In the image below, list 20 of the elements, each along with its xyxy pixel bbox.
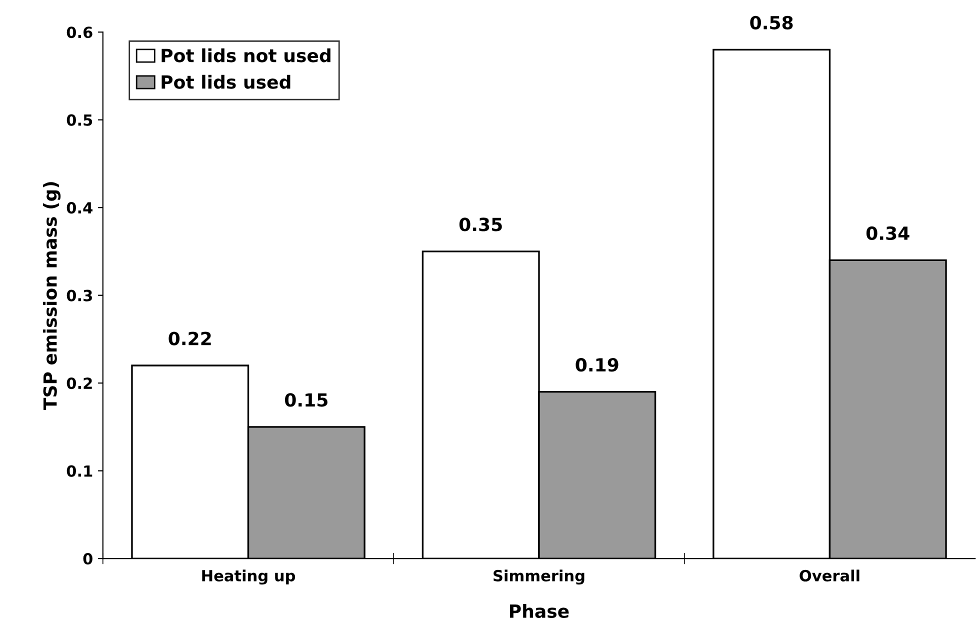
legend-label: Pot lids used [162,74,290,89]
y-axis-title: TSP emission mass (g) [42,182,61,410]
y-tick-label: 0.6 [66,26,92,38]
x-tick-label: Heating up [202,570,296,585]
data-label: 0.35 [459,218,502,232]
x-axis-title: Phase [510,604,569,618]
legend-label: Pot lids not used [162,48,330,62]
data-label: 0.34 [866,226,910,240]
data-label: 0.22 [168,332,211,346]
y-tick-label: 0.4 [66,202,92,214]
data-label: 0.58 [750,16,793,30]
y-tick-label: 0.3 [66,290,92,302]
y-tick-label: 0.1 [66,465,92,477]
x-tick-label: Simmering [494,570,584,585]
data-label: 0.15 [285,393,328,407]
y-tick-label: 0.5 [66,114,92,126]
y-tick-label: 0 [83,553,92,565]
data-label: 0.19 [576,358,618,372]
x-tick-label: Overall [800,570,860,582]
y-tick-label: 0.2 [66,378,92,390]
